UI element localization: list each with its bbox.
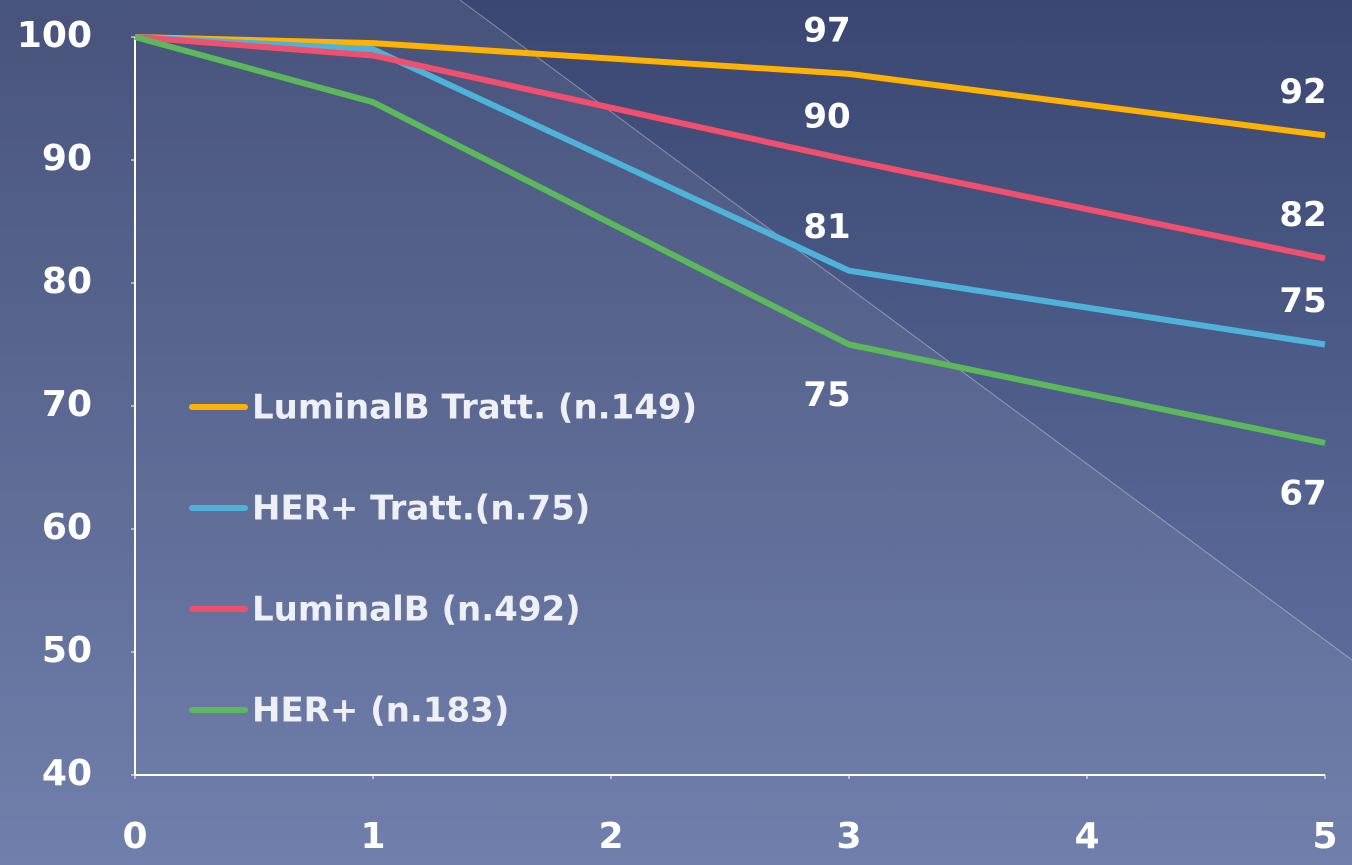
series-line: [134, 34, 1326, 139]
y-tick-label: 40: [42, 753, 92, 794]
y-tick-label: 80: [42, 261, 92, 302]
data-label: 75: [1279, 281, 1326, 321]
data-label: 92: [1279, 72, 1326, 112]
legend-label: LuminalB (n.492): [252, 590, 581, 630]
data-label: 90: [803, 97, 850, 137]
x-tick-label: 4: [1074, 816, 1099, 857]
x-tick-label: 0: [122, 816, 147, 857]
legend-label: HER+ (n.183): [252, 691, 509, 731]
y-tick-label: 70: [42, 384, 92, 425]
x-tick-label: 2: [598, 816, 623, 857]
series-line: [134, 34, 1326, 446]
y-tick-label: 90: [42, 138, 92, 179]
series-line: [134, 34, 1326, 262]
y-tick-label: 60: [42, 507, 92, 548]
y-tick-label: 50: [42, 630, 92, 671]
legend-label: HER+ Tratt.(n.75): [252, 489, 590, 529]
x-tick-label: 1: [360, 816, 385, 857]
data-label: 75: [803, 375, 850, 415]
legend-label: LuminalB Tratt. (n.149): [252, 388, 697, 428]
x-tick-label: 3: [836, 816, 861, 857]
data-label: 82: [1279, 195, 1326, 235]
data-label: 81: [803, 207, 850, 247]
data-label: 97: [803, 10, 850, 50]
x-tick-label: 5: [1312, 816, 1337, 857]
series-line: [134, 34, 1326, 348]
y-tick-label: 100: [17, 15, 92, 56]
data-label: 67: [1279, 473, 1326, 513]
